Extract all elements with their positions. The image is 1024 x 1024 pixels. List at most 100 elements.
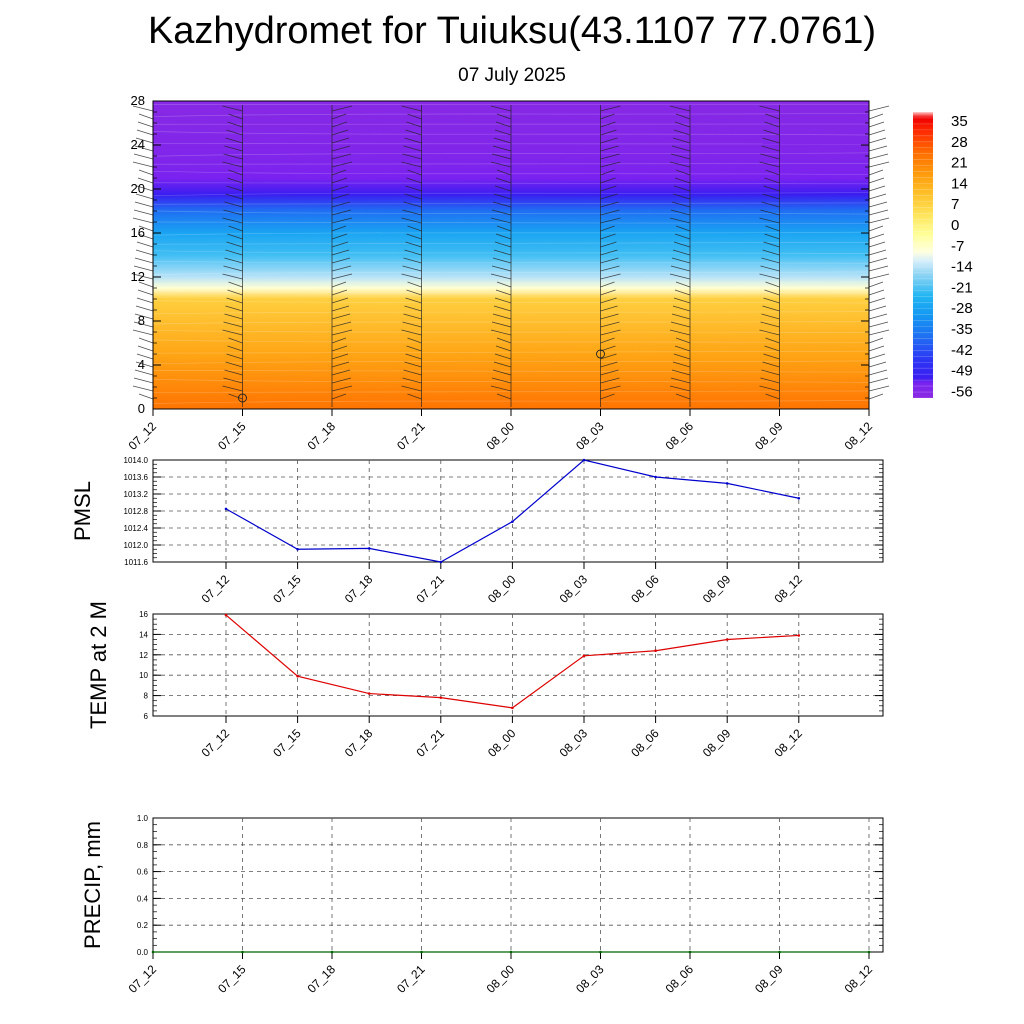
barb-flag [134, 201, 154, 208]
barb-flag [136, 297, 154, 304]
barb-flag [133, 265, 154, 272]
barb-flag [492, 145, 512, 152]
barb-flag [135, 305, 154, 312]
barb-flag [868, 281, 884, 288]
data-point [224, 613, 228, 617]
barb-flag [132, 329, 154, 336]
barb-flag [331, 377, 352, 384]
barb-flag [222, 329, 243, 336]
barb-flag [759, 385, 780, 392]
colorbar-label: 28 [951, 134, 968, 151]
isoline [152, 311, 870, 315]
data-point [867, 950, 871, 954]
x-tick-label: 07_21 [413, 726, 447, 760]
barb-flag [868, 153, 889, 160]
y-tick-label: 1014.0 [124, 456, 149, 465]
barb-flag [670, 153, 691, 160]
barb-flag [402, 377, 422, 384]
barb-flag [404, 193, 422, 200]
barb-flag [673, 129, 691, 136]
barb-flag [405, 297, 422, 304]
isoline [152, 320, 870, 325]
barb-flag [868, 265, 889, 272]
barb-flag [331, 217, 353, 224]
barb-flag [760, 153, 780, 160]
barb-flag [600, 249, 618, 256]
barb-flag [764, 233, 780, 240]
barb-flag [671, 369, 691, 376]
isoline [152, 210, 870, 215]
barb-flag [331, 193, 350, 200]
barb-flag [868, 225, 884, 232]
barb-flag [868, 305, 887, 312]
barb-flag [401, 217, 422, 224]
barb-flag [402, 265, 422, 272]
barb-flag [331, 265, 352, 272]
barb-flag [600, 393, 615, 400]
barb-flag [764, 121, 780, 128]
barb-flag [496, 281, 512, 288]
y-axis-title: TEMP at 2 M [86, 601, 111, 729]
x-tick-label: 07_21 [394, 419, 428, 453]
barb-flag [331, 105, 353, 112]
barb-flag [868, 241, 886, 248]
barb-flag [228, 337, 243, 344]
data-point [509, 950, 513, 954]
barb-flag [404, 305, 422, 312]
barb-flag [222, 273, 243, 280]
data-point [654, 475, 657, 479]
data-point [511, 520, 514, 523]
isoline [152, 378, 870, 383]
data-point [725, 482, 729, 485]
barb-flag [402, 321, 422, 328]
y-axis-title: PMSL [70, 481, 95, 541]
barb-flag [407, 225, 422, 232]
y-tick-label: 1013.2 [124, 490, 149, 499]
barb-flag [331, 345, 348, 352]
wind-barb-column [222, 105, 243, 407]
data-point [582, 654, 586, 658]
barb-flag [761, 313, 780, 320]
barb-flag [225, 305, 243, 312]
isoline [152, 170, 870, 175]
barb-flag [228, 169, 243, 176]
barb-flag [133, 209, 154, 216]
barb-flag [135, 249, 154, 256]
barb-flag [675, 113, 691, 120]
barb-flag [673, 241, 691, 248]
barb-flag [868, 273, 890, 280]
barb-flag [674, 177, 691, 184]
x-tick-label: 08_09 [700, 726, 734, 760]
barb-flag [494, 185, 512, 192]
barb-flag [222, 161, 243, 168]
precip-panel: 0.0 0.2 0.4 0.6 0.8 1.0 07_12 07_15 07_18 07_21 08… [80, 814, 884, 996]
barb-flag [868, 313, 888, 320]
barb-flag [331, 249, 350, 256]
barb-flag [672, 193, 691, 200]
barb-flag [137, 289, 154, 296]
barb-flag [600, 273, 621, 280]
x-tick-label: 08_12 [842, 419, 876, 453]
barb-flag [495, 177, 512, 184]
barb-flag [134, 313, 154, 320]
barb-flag [134, 257, 154, 264]
isoline [152, 281, 870, 285]
barb-flag [671, 201, 691, 208]
barb-flag [600, 353, 617, 360]
x-tick-label: 08_12 [842, 962, 876, 996]
colorbar-label: -21 [951, 279, 973, 296]
barb-flag [403, 145, 422, 152]
barb-flag [138, 225, 154, 232]
barb-flag [764, 345, 780, 352]
barb-flag [675, 281, 691, 288]
isoline [152, 231, 870, 236]
barb-flag [226, 297, 243, 304]
y-tick-label: 0.8 [137, 841, 149, 850]
barb-flag [331, 297, 349, 304]
x-tick-label: 07_12 [126, 962, 160, 996]
barb-flag [868, 377, 889, 384]
x-tick-label: 07_18 [305, 419, 339, 453]
barb-flag [493, 249, 512, 256]
barb-flag [670, 321, 691, 328]
